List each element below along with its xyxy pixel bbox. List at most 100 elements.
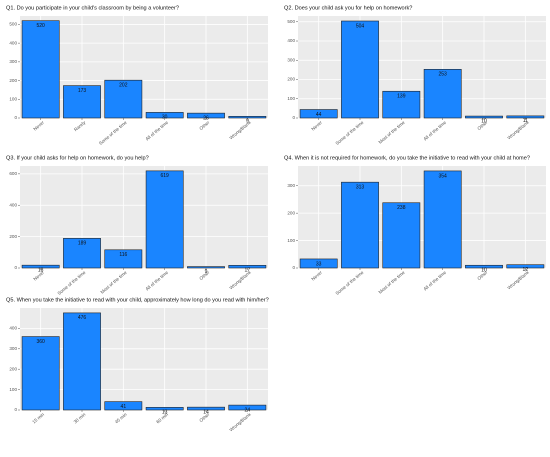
y-tick-label: 400 [287,38,295,43]
plot-background [20,166,268,268]
y-tick-label: 100 [287,96,295,101]
value-label: 11 [523,118,528,124]
x-tick-label: Other [476,270,488,282]
y-tick-label: 300 [287,183,295,188]
plot-background [298,16,546,118]
y-tick-label: 600 [9,171,17,176]
value-label: 360 [36,339,45,345]
value-label: 14 [203,409,209,415]
plot-background [20,16,268,118]
value-label: 17 [245,268,251,274]
chart-title: Q2. Does your child ask you for help on … [284,5,412,11]
y-tick-label: 0 [14,265,17,270]
bar [382,202,421,269]
x-tick-label: Some of the time [335,120,365,146]
bar [423,170,462,269]
x-tick-label: Never [310,120,323,132]
y-tick-label: 200 [9,234,17,239]
x-tick-label: Some of the time [98,120,128,146]
x-tick-label: Some of the time [57,270,87,296]
value-label: 354 [438,173,447,179]
y-tick-label: 0 [292,115,295,120]
bar [104,79,143,119]
y-tick-label: 200 [287,210,295,215]
x-tick-label: 15 min [31,412,45,425]
x-tick-label: Other [476,120,488,132]
x-tick-label: Rarely [73,119,87,132]
value-label: 520 [36,23,45,29]
value-label: 18 [38,268,44,274]
y-tick-label: 0 [14,115,17,120]
value-label: 139 [397,94,406,100]
y-tick-label: 500 [9,22,17,27]
x-tick-label: Other [198,270,210,282]
y-tick-label: 100 [287,238,295,243]
x-tick-label: Wrong/Blank [228,269,252,290]
value-label: 33 [316,261,322,267]
bar [423,69,462,119]
value-label: 41 [121,404,127,410]
bar [145,170,184,269]
x-tick-label: Never [32,120,45,132]
x-tick-label: 45 min [114,412,128,425]
x-tick-label: Wrong/Blank [228,119,252,140]
value-label: 504 [356,23,365,29]
y-tick-label: 400 [9,40,17,45]
x-tick-label: Wrong/Blank [506,269,530,290]
value-label: 9 [246,119,249,125]
chart-title: Q3. If your child asks for help on homew… [6,155,149,161]
chart-panel: Q5. When you take the initiative to read… [6,297,269,432]
y-tick-label: 300 [287,57,295,62]
value-label: 619 [160,173,169,179]
x-tick-label: Some of the time [335,270,365,296]
value-label: 13 [162,410,168,416]
bar [187,266,225,269]
chart-panel: Q2. Does your child ask you for help on … [284,5,546,146]
x-tick-label: All of the time [423,120,448,142]
value-label: 30 [162,115,168,121]
y-tick-label: 300 [9,59,17,64]
value-label: 12 [523,267,529,273]
x-tick-label: Most of the time [378,120,407,145]
plot-background [20,308,268,410]
x-tick-label: Wrong/Blank [228,411,252,432]
value-label: 313 [356,185,365,191]
bar [341,181,379,269]
x-tick-label: Other [198,412,210,424]
value-label: 238 [397,205,406,211]
x-tick-label: All of the time [145,270,170,292]
y-tick-label: 200 [287,77,295,82]
y-tick-label: 100 [9,387,17,392]
value-label: 476 [78,315,87,321]
chart-panel: Q1. Do you participate in your child's c… [6,5,268,146]
x-tick-label: All of the time [145,120,170,142]
chart-panel: Q4. When it is not required for homework… [284,155,546,296]
y-tick-label: 400 [9,202,17,207]
bar [341,20,379,119]
bar [63,238,101,269]
y-tick-label: 400 [9,326,17,331]
x-tick-label: Other [198,120,210,132]
value-label: 44 [316,112,322,118]
y-tick-label: 100 [9,97,17,102]
value-label: 116 [119,252,127,258]
value-label: 173 [78,88,87,94]
bar [382,90,421,119]
value-label: 253 [438,72,447,78]
chart-title: Q1. Do you participate in your child's c… [6,5,179,11]
chart-title: Q5. When you take the initiative to read… [6,297,269,303]
y-tick-label: 0 [292,265,295,270]
value-label: 10 [481,268,487,274]
y-tick-label: 500 [287,19,295,24]
x-tick-label: Never [310,270,323,282]
value-label: 189 [78,241,87,247]
x-tick-label: Most of the time [100,270,129,295]
x-tick-label: Never [32,270,45,282]
value-label: 202 [119,83,128,89]
plot-background [298,166,546,268]
x-tick-label: Wrong/Blank [506,119,530,140]
x-tick-label: 30 min [73,412,87,425]
y-tick-label: 200 [9,78,17,83]
bar [21,20,60,119]
